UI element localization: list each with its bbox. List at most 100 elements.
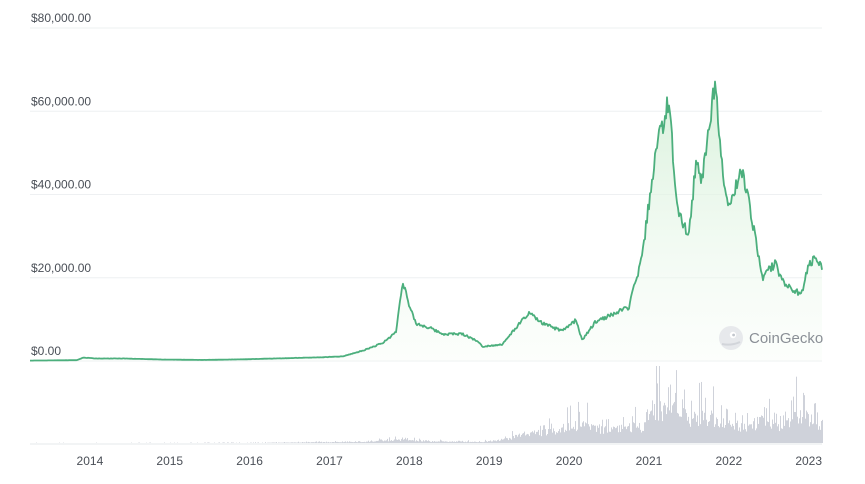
volume-bar [487,441,488,443]
volume-bar [342,441,343,443]
volume-bar [422,441,423,443]
x-tick-label: 2015 [156,454,183,468]
volume-bar [365,442,366,443]
volume-bar [797,416,798,443]
volume-bar [751,424,752,443]
volume-bar [356,441,357,443]
x-tick-label: 2017 [316,454,343,468]
volume-bar [742,415,743,443]
volume-bar [805,418,806,443]
volume-bar [520,436,521,443]
volume-bar [779,431,780,443]
volume-bar [768,422,769,443]
volume-bar [515,434,516,443]
volume-bar [335,441,336,443]
volume-bar [688,416,689,443]
volume-bar [512,431,513,443]
volume-bar [606,419,607,443]
volume-bar [631,432,632,443]
volume-bar [730,424,731,443]
volume-bar [308,441,309,443]
volume-bar [553,428,554,443]
volume-bar [690,426,691,443]
volume-bar [219,442,220,443]
volume-bar [809,426,810,443]
volume-bar [618,432,619,443]
volume-bar [508,440,509,443]
volume-bar [626,429,627,443]
volume-bar [446,441,447,443]
volume-bar [632,416,633,443]
volume-bar [727,409,728,443]
volume-bar [811,414,812,443]
volume-bar [502,439,503,443]
volume-bar [792,419,793,443]
volume-bar [483,442,484,443]
volume-bar [429,441,430,443]
volume-bar [591,424,592,443]
volume-bar [540,425,541,443]
volume-bar [560,432,561,443]
volume-bar [687,420,688,443]
volume-bar [714,426,715,443]
volume-bar [444,441,445,443]
volume-bar [617,425,618,443]
volume-bar [710,414,711,443]
volume-bar [716,417,717,443]
volume-bar [667,407,668,443]
volume-bar [208,442,209,443]
volume-bar [576,431,577,443]
volume-bar [793,396,794,443]
volume-bar [388,441,389,443]
volume-bar [434,441,435,443]
volume-bar [527,433,528,443]
volume-bar [479,441,480,443]
volume-bar [569,430,570,443]
volume-bar [554,431,555,443]
volume-bar [682,399,683,443]
volume-bar [314,442,315,443]
volume-bar [223,442,224,443]
volume-bar [510,438,511,443]
volume-bar [547,434,548,443]
volume-bar [340,442,341,443]
volume-bar [647,409,648,443]
volume-bar [475,441,476,443]
volume-bar [556,432,557,443]
volume-bar [773,423,774,443]
y-tick-label: $0.00 [31,344,61,358]
volume-bar [704,412,705,443]
volume-bar [604,427,605,443]
volume-bar [685,409,686,443]
volume-bar [295,442,296,443]
volume-bar [747,413,748,443]
price-area-fill [30,81,822,361]
volume-bar [517,436,518,443]
volume-bar [763,417,764,443]
y-tick-label: $20,000.00 [31,261,91,275]
volume-bar [796,376,797,443]
volume-bar [417,440,418,443]
volume-bar [477,442,478,443]
volume-bar [651,410,652,443]
volume-bar [432,441,433,443]
volume-bar [801,423,802,443]
volume-bar [725,425,726,443]
volume-bar [609,431,610,443]
volume-bar [420,439,421,443]
volume-bar [525,435,526,443]
volume-bar [674,401,675,443]
volume-bar [684,389,685,443]
volume-bar [465,441,466,443]
volume-bar [344,441,345,443]
volume-bar [329,442,330,443]
volume-bar [605,426,606,443]
volume-bar [355,441,356,443]
volume-bar [629,423,630,443]
volume-bar [451,441,452,443]
volume-bar [385,440,386,443]
volume-bar [697,415,698,443]
volume-bar [458,440,459,443]
volume-bar [767,421,768,443]
volume-bar [608,419,609,443]
